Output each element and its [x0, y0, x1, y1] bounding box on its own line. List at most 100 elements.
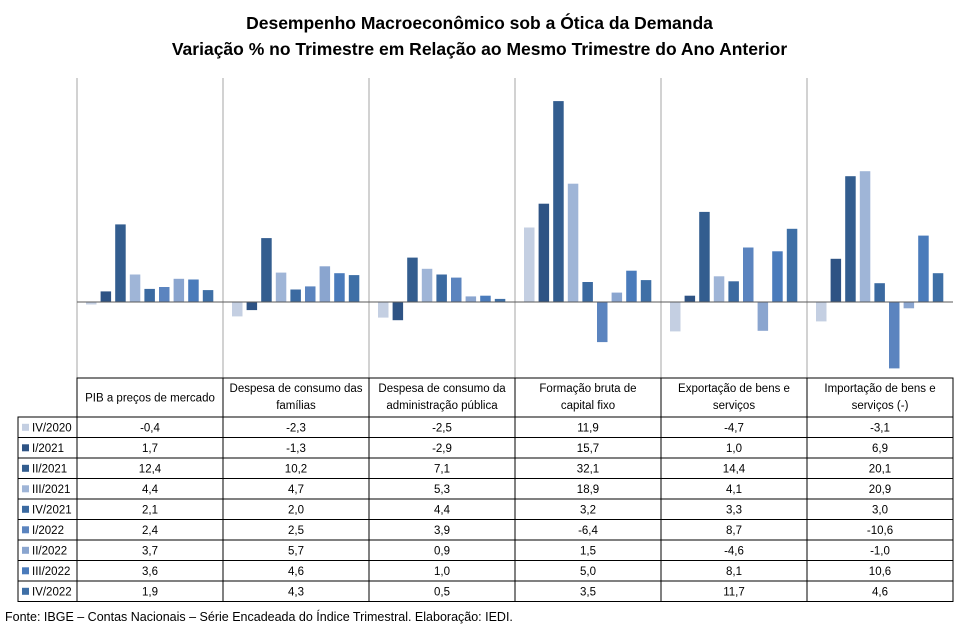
- bar-ii-2022: [465, 296, 477, 302]
- bar-i-2021: [100, 291, 112, 302]
- bar-iv-2020: [670, 302, 681, 332]
- legend-key-label: III/2021: [32, 484, 70, 496]
- bar-ii-2021: [407, 257, 418, 302]
- bar-iv-2022: [786, 228, 798, 302]
- bar-i-2021: [830, 258, 842, 302]
- data-label: 4,4: [142, 484, 159, 496]
- data-label: 4,3: [288, 586, 304, 598]
- data-label: 11,7: [723, 586, 745, 598]
- data-label: 5,0: [580, 566, 596, 578]
- table-header-label: Despesa de consumo da administração públi…: [378, 383, 506, 412]
- data-label: -0,4: [140, 422, 160, 434]
- table-header-label: PIB a preços de mercado: [85, 393, 215, 405]
- legend-key-swatch: [22, 567, 29, 575]
- data-label: 3,9: [434, 525, 450, 537]
- data-label: -10,6: [867, 525, 893, 537]
- legend-key-swatch: [22, 505, 29, 513]
- bar-iv-2022: [494, 298, 506, 302]
- bar-ii-2021: [553, 101, 564, 302]
- table-header-label: Formação bruta de capital fixo: [539, 383, 636, 412]
- data-label: 4,4: [434, 504, 451, 516]
- chart-subtitle: Variação % no Trimestre em Relação ao Me…: [171, 39, 788, 59]
- bar-i-2021: [392, 302, 404, 321]
- bar-ii-2022: [319, 266, 331, 302]
- bar-iii-2022: [772, 251, 783, 302]
- data-label: 1,0: [726, 443, 742, 455]
- bar-iii-2022: [918, 235, 929, 302]
- data-label: 2,4: [142, 525, 159, 537]
- bar-ii-2021: [115, 224, 126, 302]
- bar-i-2021: [538, 203, 550, 302]
- bar-iv-2021: [582, 282, 593, 302]
- bar-iii-2022: [334, 273, 345, 302]
- bar-ii-2022: [173, 278, 185, 302]
- data-label: -6,4: [578, 525, 598, 537]
- data-label: 3,6: [142, 566, 158, 578]
- bar-iii-2022: [480, 295, 491, 302]
- bar-i-2022: [889, 302, 900, 369]
- legend-key-swatch: [22, 423, 29, 431]
- bar-iv-2021: [290, 289, 301, 302]
- chart-title-block: Desempenho Macroeconômico sob a Ótica da…: [0, 10, 959, 62]
- data-label: 5,7: [288, 545, 304, 557]
- bar-iii-2021: [859, 171, 871, 302]
- bar-iii-2022: [188, 279, 199, 302]
- bar-iii-2021: [713, 276, 725, 302]
- legend-key-label: I/2022: [32, 525, 64, 537]
- data-label: 4,1: [726, 484, 742, 496]
- bar-ii-2022: [757, 302, 769, 331]
- bar-iii-2021: [421, 268, 433, 302]
- data-label: 3,7: [142, 545, 158, 557]
- legend-key-swatch: [22, 526, 29, 534]
- data-label: 20,9: [869, 484, 891, 496]
- bar-iv-2022: [640, 280, 652, 302]
- bar-iv-2020: [232, 302, 243, 317]
- legend-key-swatch: [22, 587, 29, 595]
- data-label: 2,1: [142, 504, 158, 516]
- source-footnote: Fonte: IBGE – Contas Nacionais – Série E…: [5, 610, 513, 624]
- data-label: 4,6: [288, 566, 304, 578]
- data-label: -4,7: [724, 422, 744, 434]
- data-label: 1,7: [142, 443, 158, 455]
- data-label: -2,9: [432, 443, 452, 455]
- data-label: 7,1: [434, 463, 450, 475]
- bar-i-2022: [451, 277, 462, 302]
- legend-key-label: II/2021: [32, 463, 67, 475]
- data-label: -2,3: [286, 422, 306, 434]
- data-label: 8,7: [726, 525, 742, 537]
- data-label: 5,3: [434, 484, 450, 496]
- bar-ii-2022: [611, 292, 623, 302]
- bar-iii-2022: [626, 270, 637, 302]
- bar-iv-2020: [378, 302, 389, 318]
- data-label: 1,0: [434, 566, 450, 578]
- data-label: 2,0: [288, 504, 304, 516]
- bar-iii-2021: [567, 183, 579, 302]
- legend-key-swatch: [22, 444, 29, 452]
- legend-key-label: III/2022: [32, 566, 70, 578]
- legend-key-swatch: [22, 546, 29, 554]
- data-label: 32,1: [577, 463, 599, 475]
- data-label: -2,5: [432, 422, 452, 434]
- bar-iv-2022: [202, 290, 214, 302]
- chart-title: Desempenho Macroeconômico sob a Ótica da…: [246, 13, 713, 33]
- data-label: 0,9: [434, 545, 450, 557]
- bar-i-2022: [597, 302, 608, 343]
- data-label: -1,0: [870, 545, 890, 557]
- data-label: 3,3: [726, 504, 742, 516]
- data-label: 18,9: [577, 484, 599, 496]
- data-label: 2,5: [288, 525, 304, 537]
- legend-key-label: IV/2022: [32, 586, 72, 598]
- data-label: 20,1: [869, 463, 891, 475]
- data-label: 6,9: [872, 443, 888, 455]
- bar-i-2021: [684, 295, 696, 302]
- table-header-label: Despesa de consumo das famílias: [230, 383, 363, 412]
- data-label: 14,4: [723, 463, 746, 475]
- bar-iv-2020: [816, 302, 827, 322]
- bar-i-2022: [743, 247, 754, 302]
- bar-ii-2021: [699, 211, 710, 302]
- legend-key-label: I/2021: [32, 443, 64, 455]
- bar-iv-2021: [874, 283, 885, 302]
- table-header-label: Importação de bens e serviços (-): [824, 383, 935, 412]
- legend-key-swatch: [22, 464, 29, 472]
